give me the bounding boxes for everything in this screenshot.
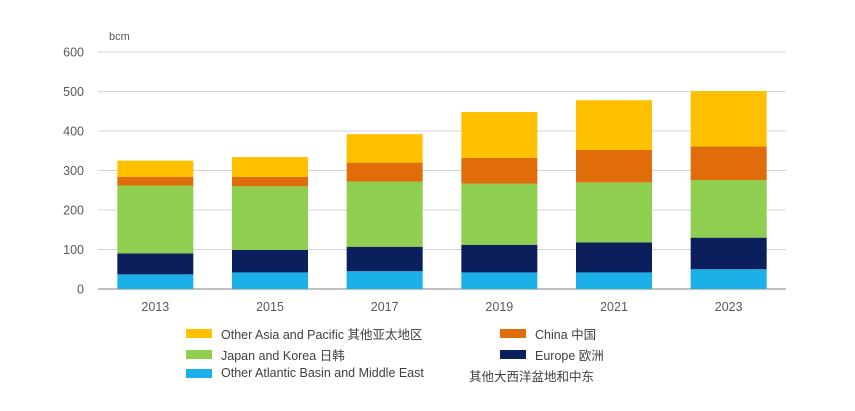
bar-segment (346, 134, 423, 163)
bar-segment (690, 269, 767, 289)
legend-item-other-atlantic-middle-east-cn: 其他大西洋盆地和中东 (469, 366, 594, 385)
y-tick-label: 400 (63, 125, 84, 139)
legend-swatch (500, 350, 526, 359)
bar-segment (576, 272, 652, 289)
x-tick-label: 2023 (715, 300, 743, 314)
legend-swatch (186, 368, 212, 378)
bar-segment (346, 162, 423, 182)
bar-segment (690, 237, 767, 270)
bar-segment (346, 271, 423, 289)
bar-segment (576, 242, 652, 273)
bar-segment (461, 157, 538, 184)
legend: Other Asia and Pacific 其他亚太地区 China 中国 J… (180, 324, 700, 386)
legend-swatch (186, 350, 212, 359)
legend-label: China 中国 (535, 328, 597, 342)
bar-segment (117, 176, 194, 186)
y-tick-labels: 0 100 200 300 400 500 600 (63, 46, 84, 297)
bar-segment (232, 176, 308, 187)
legend-label: 其他大西洋盆地和中东 (469, 370, 595, 384)
y-tick-label: 600 (63, 46, 84, 60)
y-tick-label: 100 (63, 243, 84, 257)
x-tick-label: 2017 (371, 300, 399, 314)
x-tick-labels: 2013 2015 2017 2019 2021 2023 (141, 300, 742, 314)
bar-segment (576, 182, 652, 243)
bar-segment (232, 157, 308, 177)
legend-item-other-atlantic-middle-east: Other Atlantic Basin and Middle East (186, 366, 424, 380)
bar-segment (461, 183, 538, 245)
x-tick-label: 2021 (600, 300, 628, 314)
x-tick-label: 2013 (141, 300, 169, 314)
legend-label: Other Asia and Pacific 其他亚太地区 (221, 328, 423, 342)
bar-segment (117, 185, 194, 254)
bars (117, 91, 767, 289)
x-tick-label: 2019 (485, 300, 513, 314)
bar-segment (232, 186, 308, 250)
legend-item-japan-korea: Japan and Korea 日韩 (186, 345, 345, 364)
x-tick-label: 2015 (256, 300, 284, 314)
y-unit-label: bcm (109, 31, 130, 43)
legend-swatch (186, 329, 212, 338)
y-tick-label: 500 (63, 85, 84, 99)
y-tick-label: 0 (77, 283, 84, 297)
bar-segment (117, 253, 194, 275)
bar-segment (117, 160, 194, 177)
legend-label: Japan and Korea 日韩 (221, 349, 345, 363)
bar-segment (461, 112, 538, 158)
legend-item-china: China 中国 (500, 324, 596, 343)
bar-segment (461, 244, 538, 273)
y-tick-label: 200 (63, 204, 84, 218)
bar-segment (117, 274, 194, 289)
bar-segment (690, 146, 767, 180)
bar-segment (232, 272, 308, 289)
legend-label: Europe 欧洲 (535, 349, 604, 363)
gridlines (98, 51, 786, 290)
bar-segment (461, 272, 538, 289)
legend-item-other-asia-pacific: Other Asia and Pacific 其他亚太地区 (186, 324, 422, 343)
legend-label: Other Atlantic Basin and Middle East (221, 366, 424, 380)
y-tick-label: 300 (63, 164, 84, 178)
bar-segment (690, 91, 767, 147)
bar-segment (346, 181, 423, 247)
legend-swatch (500, 329, 526, 338)
legend-item-europe: Europe 欧洲 (500, 345, 604, 364)
bar-segment (346, 246, 423, 272)
bar-segment (576, 100, 652, 150)
bar-segment (576, 149, 652, 183)
bar-segment (690, 179, 767, 238)
bar-segment (232, 249, 308, 273)
